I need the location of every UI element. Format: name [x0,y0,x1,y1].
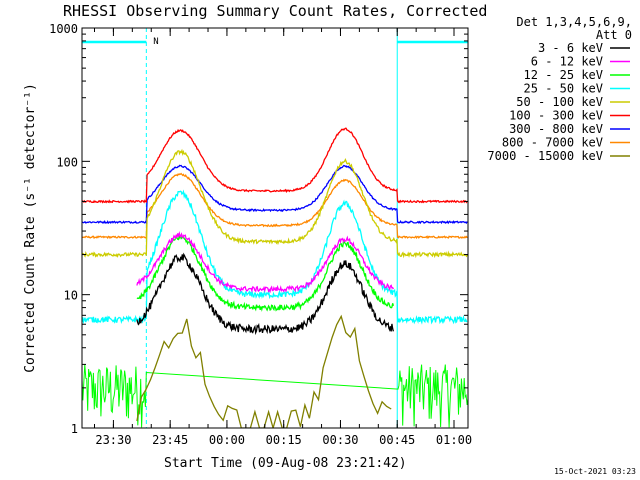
series-line-100-300-kev [82,127,468,204]
series-line-800-7000-kev [82,172,468,240]
legend-entry-label: 3 - 6 keV [538,41,603,55]
night-annotation: N [153,37,158,47]
y-axis-label: Corrected Count Rate (s⁻¹ detector⁻¹) [23,83,38,373]
legend-header-line-1: Det 1,3,4,5,6,9, [516,15,632,29]
legend-entry-label: 50 - 100 keV [516,95,603,109]
legend-header-line-2: Att 0 [596,28,632,42]
series-line-50-100-kev [82,148,468,259]
series-line-300-800-kev [82,164,468,225]
background-green-trace [82,364,468,428]
y-axis-ticks: 1 10 100 1000 [49,22,468,436]
x-tick-label: 00:30 [322,433,358,447]
series-line-7000-15000-kev [136,314,392,428]
series-line-25-50-kev [82,189,468,325]
legend-entry-label: 7000 - 15000 keV [487,149,603,163]
legend-entry-label: 25 - 50 keV [524,82,603,96]
x-axis-ticks: 23:30 23:45 00:00 00:15 00:30 00:45 01:00 [93,28,472,447]
plot-area: N [82,28,468,428]
y-tick-label: 10 [64,289,78,303]
x-tick-label: 23:30 [95,433,131,447]
footer-date: 15-Oct-2021 03:23 [554,467,636,476]
series-line-3-6-kev [136,252,395,336]
x-tick-label: 00:00 [209,433,245,447]
series-line-6-12-kev [136,230,394,294]
y-tick-label: 1 [71,422,78,436]
x-tick-label: 23:45 [152,433,188,447]
legend-entry-label: 800 - 7000 keV [502,136,603,150]
plot-frame [81,27,469,429]
legend-entry-label: 12 - 25 keV [524,68,603,82]
legend-entry-label: 6 - 12 keV [531,55,603,69]
series-line-12-25-kev [136,233,395,312]
y-tick-label: 100 [56,155,78,169]
x-axis-label: Start Time (09-Aug-08 23:21:42) [164,456,407,471]
x-tick-label: 00:15 [266,433,302,447]
legend-entry-label: 100 - 300 keV [509,109,603,123]
y-tick-label: 1000 [49,22,78,36]
x-tick-label: 01:00 [436,433,472,447]
chart-title: RHESSI Observing Summary Count Rates, Co… [63,2,487,20]
legend-entry-label: 300 - 800 keV [509,122,603,136]
x-tick-label: 00:45 [379,433,415,447]
